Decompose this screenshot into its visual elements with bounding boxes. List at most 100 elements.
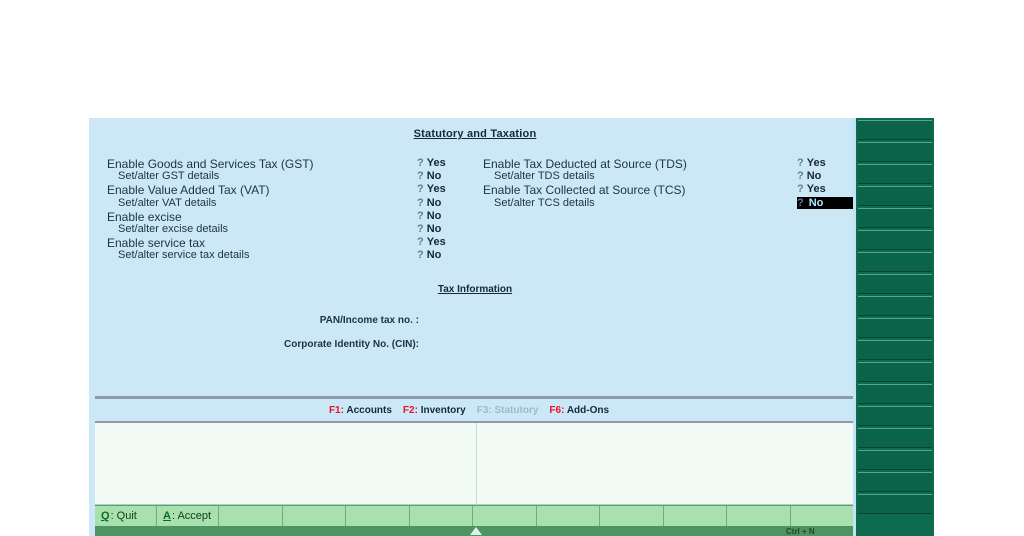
option-value-text[interactable]: Yes [426, 236, 446, 249]
option-label: Enable service tax [107, 236, 206, 251]
fkey-button-accounts[interactable]: F1: Accounts [329, 405, 400, 416]
option-value-text[interactable]: No [426, 170, 442, 183]
option-value-enable-goods-and-services-tax-gst[interactable]: ? Yes [417, 157, 446, 169]
option-label: Set/alter excise details [118, 223, 229, 235]
status-cell-empty[interactable] [410, 506, 473, 526]
option-value-text[interactable]: Yes [806, 183, 826, 196]
status-cell-empty[interactable] [791, 506, 854, 526]
option-row-set-alter-gst-details[interactable]: Set/alter GST details [107, 170, 219, 184]
sidebar-button-18[interactable] [858, 494, 932, 514]
question-prompt-icon: ? [797, 157, 804, 169]
option-value-enable-value-added-tax-vat[interactable]: ? Yes [417, 183, 446, 195]
option-label: Set/alter TDS details [494, 170, 595, 183]
option-label: Enable excise [107, 209, 182, 224]
question-prompt-icon: ? [417, 249, 424, 262]
sidebar-button-10[interactable] [858, 318, 932, 338]
option-value-set-alter-service-tax-details[interactable]: ? No [417, 249, 441, 261]
option-row-enable-excise[interactable]: Enable excise [107, 210, 182, 224]
status-cell-empty[interactable] [537, 506, 600, 526]
option-row-enable-goods-and-services-tax-gst[interactable]: Enable Goods and Services Tax (GST) [107, 157, 314, 171]
sidebar-button-1[interactable] [858, 120, 932, 140]
status-cell-empty[interactable] [600, 506, 664, 526]
fkey-button-inventory[interactable]: F2: Inventory [403, 405, 474, 416]
option-value-text[interactable]: No [426, 209, 442, 222]
fkey-button-add-ons[interactable]: F6: Add-Ons [549, 405, 617, 416]
question-prompt-icon: ? [417, 170, 424, 183]
option-row-set-alter-tcs-details[interactable]: Set/alter TCS details [483, 197, 595, 211]
status-cell-empty[interactable] [664, 506, 727, 526]
footer-shortcut-label: Ctrl + N [786, 527, 815, 536]
button-sidebar [856, 118, 934, 536]
option-row-enable-service-tax[interactable]: Enable service tax [107, 236, 205, 250]
option-label: Enable Value Added Tax (VAT) [107, 183, 270, 198]
option-value-text[interactable]: No [806, 170, 822, 183]
tax-field-label-corporate-identity-no-cin: Corporate Identity No. (CIN): [284, 339, 419, 350]
option-row-enable-tax-deducted-at-source-tds[interactable]: Enable Tax Deducted at Source (TDS) [483, 157, 687, 171]
question-prompt-icon: ? [417, 196, 424, 209]
option-row-set-alter-excise-details[interactable]: Set/alter excise details [107, 223, 228, 237]
sidebar-button-3[interactable] [858, 164, 932, 184]
function-key-bar-underline [95, 421, 854, 423]
status-button-accept[interactable]: A: Accept [157, 506, 219, 526]
status-cell-empty[interactable] [727, 506, 791, 526]
option-value-set-alter-gst-details[interactable]: ? No [417, 170, 441, 182]
option-value-enable-tax-deducted-at-source-tds[interactable]: ? Yes [797, 157, 826, 169]
status-cell-empty[interactable] [346, 506, 410, 526]
sidebar-button-16[interactable] [858, 450, 932, 470]
option-value-text[interactable]: No [426, 196, 442, 209]
page-title: Statutory and Taxation [413, 128, 537, 140]
question-prompt-icon: ? [417, 157, 424, 169]
sidebar-button-5[interactable] [858, 208, 932, 228]
fkey-key-label: F6: [549, 404, 565, 416]
option-value-text[interactable]: Yes [426, 157, 446, 169]
sidebar-button-6[interactable] [858, 230, 932, 250]
option-value-text[interactable]: No [806, 196, 855, 209]
option-row-enable-value-added-tax-vat[interactable]: Enable Value Added Tax (VAT) [107, 183, 270, 197]
status-cell-empty[interactable] [219, 506, 283, 526]
option-label: Enable Tax Collected at Source (TCS) [483, 183, 686, 198]
sidebar-button-17[interactable] [858, 472, 932, 492]
sidebar-button-13[interactable] [858, 384, 932, 404]
status-hotkey: Q [101, 510, 110, 522]
statutory-taxation-form-panel [95, 121, 854, 396]
option-row-set-alter-service-tax-details[interactable]: Set/alter service tax details [107, 249, 249, 263]
option-value-text[interactable]: No [426, 249, 442, 262]
option-row-enable-tax-collected-at-source-tcs[interactable]: Enable Tax Collected at Source (TCS) [483, 183, 686, 197]
status-cell-empty[interactable] [283, 506, 346, 526]
question-prompt-icon: ? [417, 183, 424, 196]
option-value-enable-service-tax[interactable]: ? Yes [417, 236, 446, 248]
sidebar-button-9[interactable] [858, 296, 932, 316]
option-value-enable-excise[interactable]: ? No [417, 210, 441, 222]
sidebar-button-11[interactable] [858, 340, 932, 360]
status-cell-empty[interactable] [473, 506, 537, 526]
option-value-text[interactable]: Yes [806, 157, 826, 169]
question-prompt-icon: ? [417, 236, 424, 249]
option-row-set-alter-tds-details[interactable]: Set/alter TDS details [483, 170, 595, 184]
fkey-button-statutory[interactable]: F3: Statutory [477, 405, 547, 416]
fkey-name-label: Accounts [346, 404, 392, 416]
option-value-text[interactable]: No [426, 223, 442, 235]
sidebar-button-8[interactable] [858, 274, 932, 294]
fkey-name-label: Inventory [420, 404, 466, 416]
option-value-set-alter-tds-details[interactable]: ? No [797, 170, 821, 182]
option-label: Enable Tax Deducted at Source (TDS) [483, 157, 687, 171]
sidebar-button-2[interactable] [858, 142, 932, 162]
option-label: Enable Goods and Services Tax (GST) [107, 157, 314, 171]
sidebar-button-15[interactable] [858, 428, 932, 448]
sidebar-button-12[interactable] [858, 362, 932, 382]
sidebar-button-4[interactable] [858, 186, 932, 206]
option-value-set-alter-tcs-details[interactable]: ? No [797, 196, 855, 209]
status-label: : Quit [110, 510, 137, 522]
sidebar-button-14[interactable] [858, 406, 932, 426]
sidebar-button-7[interactable] [858, 252, 932, 272]
question-prompt-icon: ? [417, 209, 424, 222]
option-label: Set/alter TCS details [494, 196, 595, 209]
option-value-enable-tax-collected-at-source-tcs[interactable]: ? Yes [797, 183, 826, 195]
option-value-set-alter-excise-details[interactable]: ? No [417, 223, 441, 235]
option-value-text[interactable]: Yes [426, 183, 446, 196]
question-prompt-icon: ? [797, 196, 804, 209]
option-value-set-alter-vat-details[interactable]: ? No [417, 197, 441, 209]
status-button-quit[interactable]: Q: Quit [95, 506, 157, 526]
option-row-set-alter-vat-details[interactable]: Set/alter VAT details [107, 197, 216, 211]
